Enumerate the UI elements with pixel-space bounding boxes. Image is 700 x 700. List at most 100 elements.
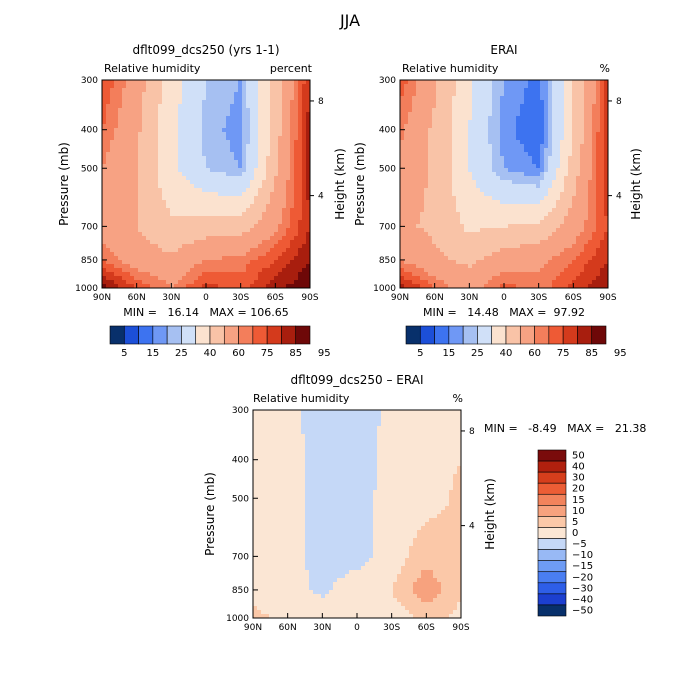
heatmap-cell: [150, 216, 155, 221]
heatmap-cell: [548, 168, 553, 173]
heatmap-cell: [286, 188, 291, 193]
heatmap-cell: [302, 116, 307, 121]
heatmap-cell: [210, 120, 215, 125]
heatmap-cell: [178, 220, 183, 225]
heatmap-cell: [230, 236, 235, 241]
heatmap-cell: [600, 156, 605, 161]
heatmap-cell: [532, 216, 537, 221]
heatmap-cell: [548, 152, 553, 157]
heatmap-cell: [420, 176, 425, 181]
heatmap-cell: [274, 208, 279, 213]
heatmap-cell: [262, 264, 267, 269]
heatmap-cell: [186, 276, 191, 281]
heatmap-cell: [182, 212, 187, 217]
heatmap-cell: [170, 100, 175, 105]
heatmap-cell: [408, 220, 413, 225]
heatmap-cell: [592, 160, 597, 165]
heatmap-cell: [564, 108, 569, 113]
heatmap-cell: [114, 220, 119, 225]
heatmap-cell: [230, 196, 235, 201]
heatmap-cell: [552, 172, 557, 177]
heatmap-cell: [126, 124, 131, 129]
heatmap-cell: [508, 120, 513, 125]
heatmap-cell: [174, 200, 179, 205]
heatmap-cell: [592, 128, 597, 133]
heatmap-cell: [110, 228, 115, 233]
heatmap-cell: [194, 148, 199, 153]
heatmap-cell: [484, 160, 489, 165]
heatmap-cell: [298, 272, 303, 277]
heatmap-cell: [560, 132, 565, 137]
heatmap-cell: [444, 140, 449, 145]
heatmap-cell: [194, 116, 199, 121]
heatmap-cell: [580, 244, 585, 249]
heatmap-cell: [576, 112, 581, 117]
heatmap-cell: [278, 144, 283, 149]
heatmap-cell: [580, 108, 585, 113]
heatmap-cell: [102, 104, 107, 109]
heatmap-cell: [126, 184, 131, 189]
heatmap-cell: [298, 164, 303, 169]
heatmap-cell: [174, 236, 179, 241]
heatmap-cell: [472, 148, 477, 153]
heatmap-cell: [302, 272, 307, 277]
heatmap-cell: [420, 180, 425, 185]
heatmap-cell: [484, 96, 489, 101]
heatmap-cell: [436, 156, 441, 161]
heatmap-cell: [226, 88, 231, 93]
heatmap-field: [102, 80, 310, 288]
heatmap-cell: [270, 136, 275, 141]
panel-right-title: percent: [270, 62, 313, 75]
heatmap-cell: [496, 96, 501, 101]
heatmap-cell: [500, 156, 505, 161]
heatmap-cell: [242, 140, 247, 145]
heatmap-cell: [142, 220, 147, 225]
heatmap-cell: [174, 140, 179, 145]
heatmap-cell: [476, 156, 481, 161]
heatmap-cell: [488, 236, 493, 241]
heatmap-cell: [420, 228, 425, 233]
heatmap-cell: [476, 244, 481, 249]
heatmap-cell: [588, 152, 593, 157]
heatmap-cell: [206, 240, 211, 245]
heatmap-cell: [194, 96, 199, 101]
heatmap-cell: [106, 284, 111, 288]
heatmap-cell: [130, 140, 135, 145]
heatmap-cell: [572, 192, 577, 197]
heatmap-cell: [544, 232, 549, 237]
heatmap-cell: [246, 136, 251, 141]
heatmap-cell: [118, 108, 123, 113]
heatmap-cell: [222, 244, 227, 249]
heatmap-cell: [516, 244, 521, 249]
heatmap-cell: [580, 152, 585, 157]
heatmap-cell: [536, 228, 541, 233]
heatmap-cell: [548, 248, 553, 253]
heatmap-cell: [488, 128, 493, 133]
heatmap-cell: [298, 104, 303, 109]
heatmap-cell: [242, 164, 247, 169]
heatmap-cell: [278, 180, 283, 185]
heatmap-cell: [110, 160, 115, 165]
heatmap-cell: [230, 248, 235, 253]
heatmap-cell: [480, 204, 485, 209]
heatmap-cell: [552, 80, 557, 85]
heatmap-cell: [432, 236, 437, 241]
heatmap-cell: [548, 224, 553, 229]
heatmap-cell: [516, 248, 521, 253]
heatmap-cell: [238, 192, 243, 197]
heatmap-cell: [524, 144, 529, 149]
heatmap-cell: [416, 248, 421, 253]
heatmap-cell: [222, 80, 227, 85]
heatmap-cell: [170, 220, 175, 225]
heatmap-cell: [162, 172, 167, 177]
heatmap-cell: [182, 240, 187, 245]
heatmap-cell: [102, 148, 107, 153]
heatmap-cell: [138, 272, 143, 277]
heatmap-cell: [556, 132, 561, 137]
heatmap-cell: [242, 148, 247, 153]
heatmap-cell: [246, 192, 251, 197]
heatmap-cell: [226, 200, 231, 205]
heatmap-cell: [294, 120, 299, 125]
heatmap-cell: [222, 264, 227, 269]
heatmap-cell: [552, 108, 557, 113]
